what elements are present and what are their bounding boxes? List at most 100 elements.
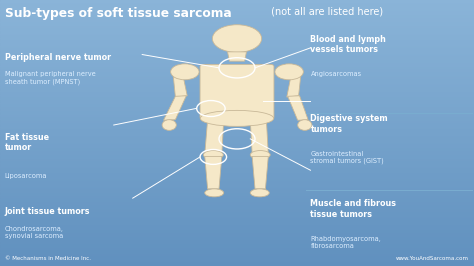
Bar (0, 233, 474, 234)
Bar (0, 125, 474, 126)
Bar (0, 17, 474, 19)
Bar (0, 92, 474, 93)
Bar (0, 161, 474, 162)
Bar (0, 209, 474, 210)
Bar (0, 177, 474, 178)
Bar (0, 53, 474, 55)
Bar (0, 207, 474, 209)
Bar (0, 65, 474, 66)
Bar (0, 47, 474, 48)
Text: Gastrointestinal
stromal tumors (GIST): Gastrointestinal stromal tumors (GIST) (310, 151, 384, 164)
Bar (0, 80, 474, 81)
Bar (0, 160, 474, 161)
Bar (0, 134, 474, 136)
Bar (0, 110, 474, 112)
Bar (0, 176, 474, 177)
Bar (0, 200, 474, 201)
Ellipse shape (171, 64, 199, 80)
Bar (0, 258, 474, 259)
Ellipse shape (200, 110, 274, 126)
Bar (0, 60, 474, 61)
Bar (0, 84, 474, 85)
Bar (0, 170, 474, 172)
Bar (0, 118, 474, 120)
Bar (0, 86, 474, 88)
Bar (0, 174, 474, 176)
Bar (0, 166, 474, 168)
Bar (0, 153, 474, 154)
Bar (0, 186, 474, 188)
Bar (0, 130, 474, 132)
Bar (0, 231, 474, 233)
Bar (0, 225, 474, 226)
Polygon shape (228, 52, 246, 61)
Bar (0, 1, 474, 3)
Bar (0, 98, 474, 100)
Ellipse shape (203, 151, 223, 159)
Bar (0, 108, 474, 109)
Bar (0, 68, 474, 69)
Bar (0, 218, 474, 219)
Bar (0, 222, 474, 223)
Text: Malignant peripheral nerve
sheath tumor (MPNST): Malignant peripheral nerve sheath tumor … (5, 71, 95, 85)
Bar (0, 51, 474, 52)
Ellipse shape (298, 120, 312, 130)
Bar (0, 145, 474, 146)
FancyBboxPatch shape (200, 64, 274, 119)
Bar (0, 33, 474, 35)
Circle shape (212, 25, 262, 52)
Text: Muscle and fibrous
tissue tumors: Muscle and fibrous tissue tumors (310, 200, 396, 219)
Bar (0, 210, 474, 211)
Bar (0, 184, 474, 185)
Polygon shape (250, 120, 268, 154)
Bar (0, 94, 474, 96)
Bar (0, 100, 474, 101)
Bar (0, 239, 474, 241)
Bar (0, 245, 474, 246)
Bar (0, 234, 474, 235)
Bar (0, 255, 474, 257)
Bar (0, 138, 474, 140)
Bar (0, 229, 474, 230)
Bar (0, 35, 474, 36)
Bar (0, 242, 474, 243)
Bar (0, 93, 474, 94)
Bar (0, 169, 474, 170)
Text: www.YouAndSarcoma.com: www.YouAndSarcoma.com (396, 256, 469, 261)
Ellipse shape (275, 64, 303, 80)
Bar (0, 66, 474, 68)
Bar (0, 150, 474, 152)
Bar (0, 194, 474, 196)
Bar (0, 48, 474, 49)
Bar (0, 247, 474, 249)
Bar (0, 241, 474, 242)
Text: Sub-types of soft tissue sarcoma: Sub-types of soft tissue sarcoma (5, 7, 231, 20)
Bar (0, 202, 474, 203)
Bar (0, 4, 474, 5)
Bar (0, 262, 474, 263)
Bar (0, 102, 474, 104)
Bar (0, 214, 474, 215)
Bar (0, 124, 474, 125)
Bar (0, 12, 474, 13)
Polygon shape (205, 156, 222, 189)
Text: Chondrosarcoma,
synovial sarcoma: Chondrosarcoma, synovial sarcoma (5, 226, 64, 239)
Bar (0, 55, 474, 56)
Bar (0, 190, 474, 192)
Bar (0, 52, 474, 53)
Bar (0, 72, 474, 73)
Bar (0, 31, 474, 32)
Bar (0, 249, 474, 250)
Polygon shape (287, 73, 301, 97)
Bar (0, 251, 474, 253)
Bar (0, 122, 474, 124)
Bar (0, 96, 474, 97)
Bar (0, 7, 474, 8)
Bar (0, 101, 474, 102)
Bar (0, 156, 474, 157)
Bar (0, 197, 474, 198)
Bar (0, 61, 474, 63)
Bar (0, 173, 474, 174)
Bar (0, 181, 474, 182)
Bar (0, 90, 474, 92)
